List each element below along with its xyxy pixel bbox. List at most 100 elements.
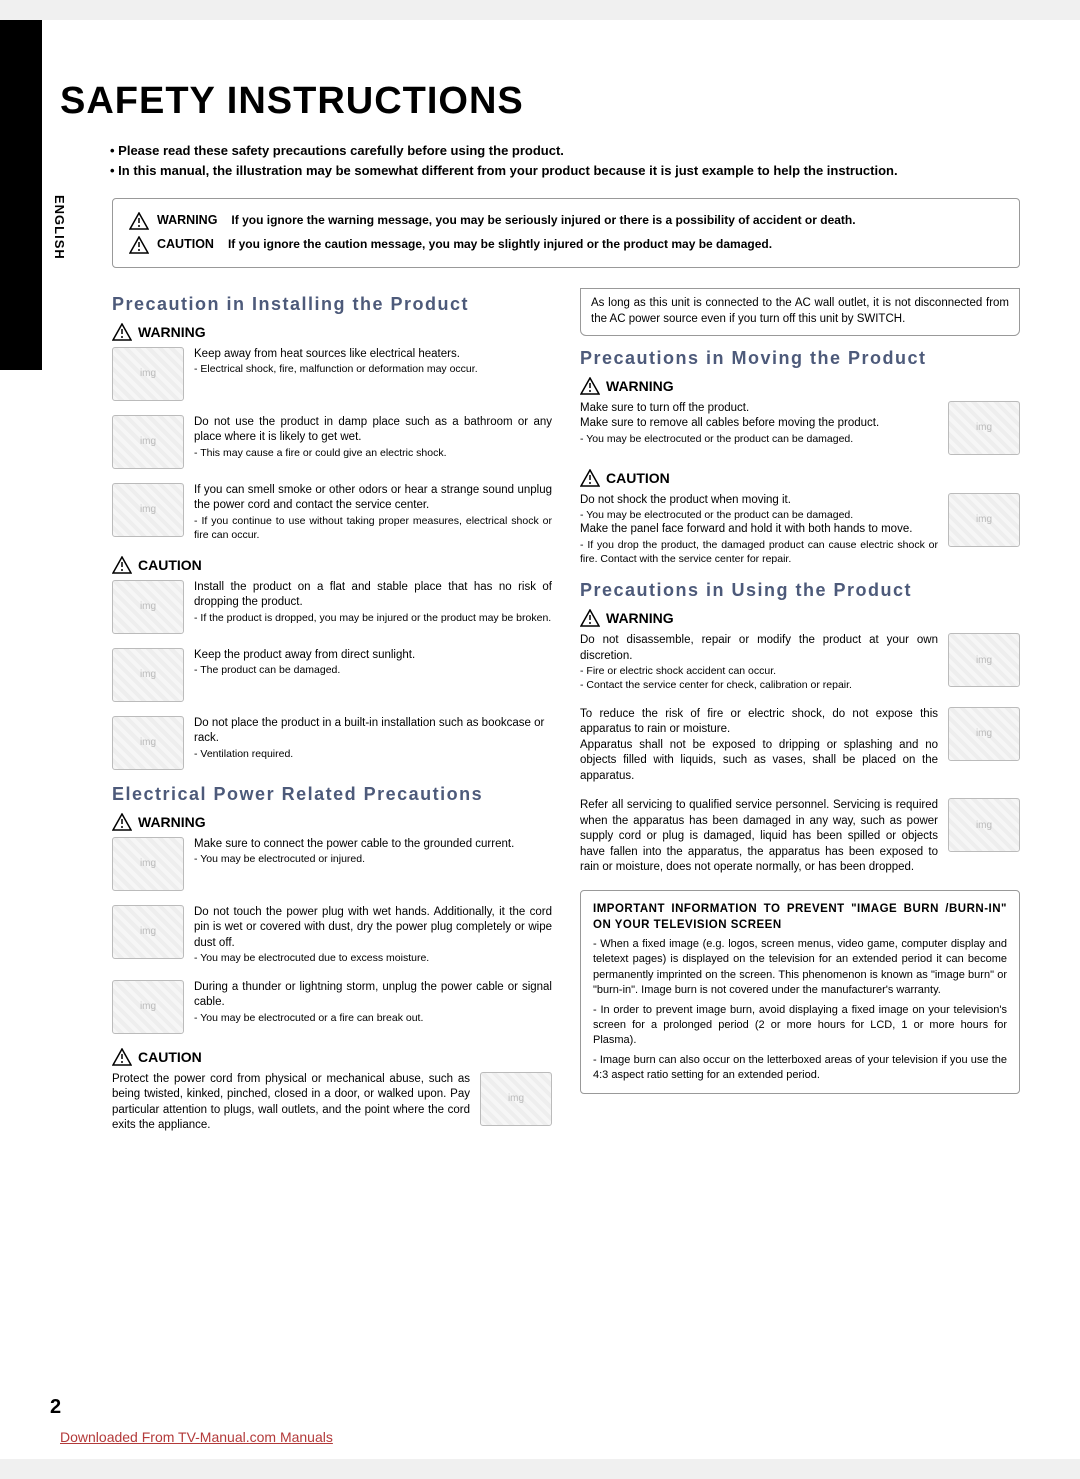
item-note: - Electrical shock, fire, malfunction or… bbox=[194, 362, 552, 376]
warning-label: WARNING bbox=[606, 610, 674, 626]
language-label: ENGLISH bbox=[52, 195, 67, 260]
caution-label: CAUTION bbox=[606, 470, 670, 486]
item-text: Protect the power cord from physical or … bbox=[112, 1072, 470, 1134]
illustration-icon: img bbox=[112, 648, 184, 702]
illustration-icon: img bbox=[112, 905, 184, 959]
caution-triangle-icon bbox=[112, 1048, 132, 1066]
legend-warning-text: If you ignore the warning message, you m… bbox=[231, 209, 855, 232]
item-text: If you can smell smoke or other odors or… bbox=[194, 483, 552, 542]
item-text: Refer all servicing to qualified service… bbox=[580, 798, 938, 876]
precaution-item: img Keep the product away from direct su… bbox=[112, 648, 552, 702]
precaution-item: img Make sure to turn off the product. M… bbox=[580, 401, 1020, 455]
section-heading-power: Electrical Power Related Precautions bbox=[112, 784, 552, 805]
precaution-item: img Do not touch the power plug with wet… bbox=[112, 905, 552, 966]
warning-triangle-icon bbox=[580, 609, 600, 627]
right-column: As long as this unit is connected to the… bbox=[580, 288, 1020, 1148]
precaution-item: img Do not use the product in damp place… bbox=[112, 415, 552, 469]
illustration-icon: img bbox=[112, 837, 184, 891]
item-note: - You may be electrocuted or a fire can … bbox=[194, 1011, 552, 1025]
important-bullet: - When a fixed image (e.g. logos, screen… bbox=[593, 937, 1007, 999]
precaution-item: img Make sure to connect the power cable… bbox=[112, 837, 552, 891]
illustration-icon: img bbox=[112, 980, 184, 1034]
item-main: If you can smell smoke or other odors or… bbox=[194, 483, 552, 514]
precaution-item: img Do not shock the product when moving… bbox=[580, 493, 1020, 567]
legend-caution-text: If you ignore the caution message, you m… bbox=[228, 233, 772, 256]
item-main: Keep the product away from direct sunlig… bbox=[194, 648, 552, 664]
page: ENGLISH SAFETY INSTRUCTIONS • Please rea… bbox=[0, 20, 1080, 1459]
side-tab bbox=[0, 20, 42, 370]
warning-subheading: WARNING bbox=[112, 323, 552, 341]
item-text: Do not place the product in a built-in i… bbox=[194, 716, 552, 761]
item-main: Do not use the product in damp place suc… bbox=[194, 415, 552, 446]
caution-subheading: CAUTION bbox=[580, 469, 1020, 487]
illustration-icon: img bbox=[948, 633, 1020, 687]
item-note: - If you continue to use without taking … bbox=[194, 514, 552, 542]
precaution-item: img If you can smell smoke or other odor… bbox=[112, 483, 552, 542]
legend-warning-row: WARNING If you ignore the warning messag… bbox=[129, 209, 1003, 233]
legend-caution-label: CAUTION bbox=[157, 233, 214, 257]
intro-block: • Please read these safety precautions c… bbox=[60, 141, 1020, 180]
important-info-box: IMPORTANT INFORMATION TO PREVENT "IMAGE … bbox=[580, 890, 1020, 1095]
item-main: Make sure to connect the power cable to … bbox=[194, 837, 552, 853]
footer-download-link[interactable]: Downloaded From TV-Manual.com Manuals bbox=[60, 1429, 333, 1445]
two-column-layout: Precaution in Installing the Product WAR… bbox=[112, 288, 1020, 1148]
item-note: - Fire or electric shock accident can oc… bbox=[580, 664, 938, 692]
legend-caution-row: CAUTION If you ignore the caution messag… bbox=[129, 233, 1003, 257]
power-tail-note: As long as this unit is connected to the… bbox=[580, 288, 1020, 336]
illustration-icon: img bbox=[112, 483, 184, 537]
warning-triangle-icon bbox=[580, 377, 600, 395]
item-main: Do not shock the product when moving it. bbox=[580, 493, 938, 509]
item-note: - Ventilation required. bbox=[194, 747, 552, 761]
illustration-icon: img bbox=[948, 493, 1020, 547]
item-text: Do not touch the power plug with wet han… bbox=[194, 905, 552, 966]
item-note: - If you drop the product, the damaged p… bbox=[580, 538, 938, 566]
item-main: Do not touch the power plug with wet han… bbox=[194, 905, 552, 952]
legend-box: WARNING If you ignore the warning messag… bbox=[112, 198, 1020, 268]
warning-triangle-icon bbox=[112, 813, 132, 831]
warning-triangle-icon bbox=[112, 323, 132, 341]
precaution-item: img During a thunder or lightning storm,… bbox=[112, 980, 552, 1034]
intro-line: • Please read these safety precautions c… bbox=[110, 141, 1020, 161]
illustration-icon: img bbox=[112, 580, 184, 634]
illustration-icon: img bbox=[112, 716, 184, 770]
item-text: Keep away from heat sources like electri… bbox=[194, 347, 552, 377]
item-note: - You may be electrocuted or the product… bbox=[580, 432, 938, 446]
caution-label: CAUTION bbox=[138, 557, 202, 573]
important-bullet: - In order to prevent image burn, avoid … bbox=[593, 1003, 1007, 1049]
legend-warning-label: WARNING bbox=[157, 209, 217, 233]
item-note: - You may be electrocuted or injured. bbox=[194, 852, 552, 866]
precaution-item: img Install the product on a flat and st… bbox=[112, 580, 552, 634]
caution-subheading: CAUTION bbox=[112, 556, 552, 574]
intro-line: • In this manual, the illustration may b… bbox=[110, 161, 1020, 181]
precaution-item: img Do not place the product in a built-… bbox=[112, 716, 552, 770]
warning-subheading: WARNING bbox=[580, 609, 1020, 627]
item-text: Make sure to connect the power cable to … bbox=[194, 837, 552, 867]
section-heading-install: Precaution in Installing the Product bbox=[112, 294, 552, 315]
warning-subheading: WARNING bbox=[112, 813, 552, 831]
caution-label: CAUTION bbox=[138, 1049, 202, 1065]
item-note: - You may be electrocuted due to excess … bbox=[194, 951, 552, 965]
illustration-icon: img bbox=[948, 798, 1020, 852]
item-main: Do not disassemble, repair or modify the… bbox=[580, 633, 938, 664]
important-title: IMPORTANT INFORMATION TO PREVENT "IMAGE … bbox=[593, 901, 1007, 933]
item-text: Do not disassemble, repair or modify the… bbox=[580, 633, 938, 692]
caution-subheading: CAUTION bbox=[112, 1048, 552, 1066]
item-note: - You may be electrocuted or the product… bbox=[580, 508, 938, 522]
warning-label: WARNING bbox=[138, 324, 206, 340]
caution-triangle-icon bbox=[580, 469, 600, 487]
warning-label: WARNING bbox=[138, 814, 206, 830]
precaution-item: img Do not disassemble, repair or modify… bbox=[580, 633, 1020, 692]
page-title: SAFETY INSTRUCTIONS bbox=[60, 80, 1020, 123]
caution-triangle-icon bbox=[112, 556, 132, 574]
illustration-icon: img bbox=[948, 707, 1020, 761]
item-main: During a thunder or lightning storm, unp… bbox=[194, 980, 552, 1011]
item-text: To reduce the risk of fire or electric s… bbox=[580, 707, 938, 785]
precaution-item: img To reduce the risk of fire or electr… bbox=[580, 707, 1020, 785]
item-text: Do not use the product in damp place suc… bbox=[194, 415, 552, 460]
left-column: Precaution in Installing the Product WAR… bbox=[112, 288, 552, 1148]
precaution-item: img Keep away from heat sources like ele… bbox=[112, 347, 552, 401]
illustration-icon: img bbox=[112, 347, 184, 401]
warning-label: WARNING bbox=[606, 378, 674, 394]
item-main: Protect the power cord from physical or … bbox=[112, 1072, 470, 1134]
item-main: Make the panel face forward and hold it … bbox=[580, 522, 938, 538]
